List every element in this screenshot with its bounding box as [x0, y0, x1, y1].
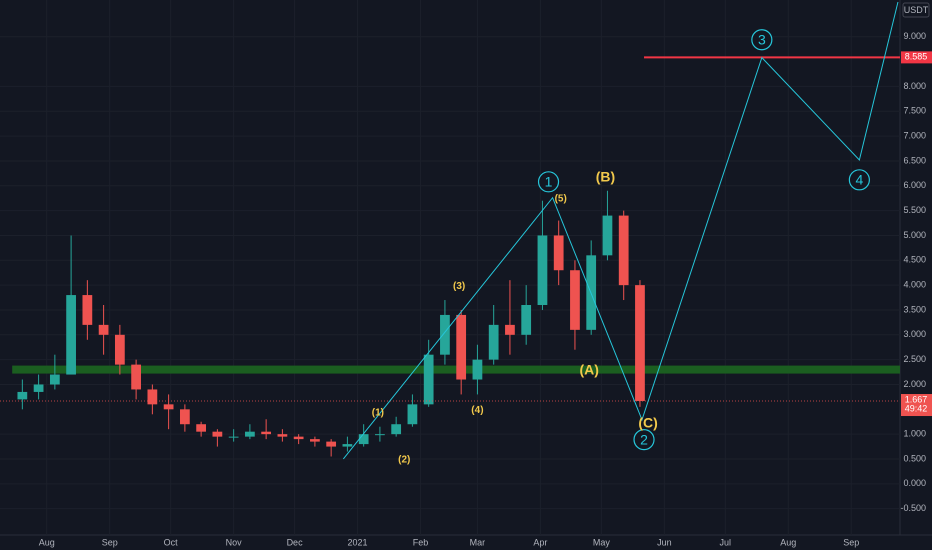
candle-body [114, 334, 125, 365]
candle-body [537, 235, 548, 306]
y-tick-label: 6.500 [903, 155, 926, 165]
candle-body [147, 389, 158, 405]
wave-label: (C) [638, 414, 657, 430]
candle-body [618, 215, 629, 286]
x-tick-label: 2021 [348, 537, 368, 547]
candle-body [342, 444, 353, 447]
wave-label: (B) [596, 169, 615, 185]
y-tick-label: 0.500 [903, 453, 926, 463]
unit: USDT [904, 5, 929, 15]
wave-label: (5) [555, 193, 567, 204]
y-tick-label: 8.000 [903, 81, 926, 91]
wave-label: 2 [640, 431, 648, 447]
candle-body [553, 235, 564, 271]
candle-body [66, 295, 76, 375]
candle-body [180, 409, 190, 425]
candle-body [635, 285, 645, 402]
unit-box [902, 2, 930, 18]
y-tick-label: 6.000 [903, 180, 926, 190]
countdown: 49:42 [905, 403, 928, 413]
y-tick-label: -0.500 [900, 503, 926, 513]
x-tick-label: Sep [843, 537, 859, 547]
x-tick-label: Jun [657, 537, 672, 547]
x-tick-label: Apr [533, 537, 547, 547]
y-tick-label: 3.500 [903, 304, 926, 314]
y-tick-label: 4.000 [903, 280, 926, 290]
last-price-tag [901, 394, 932, 417]
y-tick-label: 7.500 [903, 106, 926, 116]
x-tick-label: Nov [226, 537, 243, 547]
candle-body [49, 374, 60, 385]
resistance-label: 8.585 [905, 52, 928, 62]
wave-circle [537, 171, 560, 193]
candle-body [277, 434, 288, 437]
wave-line [342, 1, 899, 460]
wave-label: (3) [453, 281, 465, 292]
wave-label: 3 [758, 31, 766, 47]
candle-body [375, 434, 385, 436]
candle-body [98, 324, 109, 335]
candle-body [326, 441, 337, 447]
y-tick-label: 2.500 [903, 354, 926, 364]
y-tick-label: 7.000 [903, 130, 926, 140]
y-tick-label: 3.000 [903, 329, 926, 339]
candle-body [358, 434, 369, 445]
support-zone [12, 365, 900, 374]
wave-label: 4 [855, 172, 863, 188]
candle-body [82, 295, 93, 325]
x-tick-label: Aug [780, 537, 796, 547]
y-tick-label: 4.500 [903, 255, 926, 265]
x-tick-label: Feb [413, 537, 429, 547]
x-tick-label: Oct [164, 537, 179, 547]
candle-body [261, 431, 272, 435]
y-tick-label: 9.000 [903, 31, 926, 41]
resistance-tag [901, 51, 932, 64]
last-price-label: 1.667 [905, 394, 928, 404]
candle-body [212, 431, 223, 437]
candle-body [17, 391, 28, 400]
wave-label: 1 [545, 174, 553, 190]
wave-circle [633, 429, 655, 451]
y-tick-label: 2.000 [903, 379, 926, 389]
x-tick-label: Jul [720, 537, 732, 547]
candle-body [570, 270, 580, 330]
wave-circle [751, 29, 773, 51]
candle-body [488, 324, 499, 360]
x-tick-label: Mar [470, 537, 486, 547]
candle-body [245, 431, 255, 437]
candle-body [228, 436, 239, 438]
x-tick-label: Aug [39, 537, 55, 547]
candle-body [196, 424, 207, 432]
x-tick-label: Sep [102, 537, 118, 547]
x-tick-label: Dec [287, 537, 304, 547]
wave-circle [848, 169, 870, 191]
candle-body [163, 404, 174, 410]
y-tick-label: 5.500 [903, 205, 926, 215]
x-tick-label: May [593, 537, 611, 547]
candle-body [472, 359, 483, 380]
candle-body [33, 384, 44, 392]
candle-body [521, 305, 532, 335]
y-tick-label: 5.000 [903, 230, 926, 240]
candle-body [293, 436, 304, 440]
candle-body [310, 439, 320, 442]
wave-label: (A) [579, 361, 598, 377]
candle-body [440, 314, 450, 355]
candle-body [407, 404, 418, 425]
candle-body [131, 364, 141, 390]
candle-body [391, 424, 402, 435]
candle-body [423, 354, 434, 405]
candle-body [456, 314, 467, 380]
wave-label: (2) [398, 455, 410, 466]
wave-label: (4) [471, 405, 483, 416]
candle-body [602, 215, 613, 256]
y-tick-label: 0.000 [903, 478, 926, 488]
wave-label: (1) [372, 407, 384, 418]
candle-body [505, 324, 515, 335]
y-tick-label: 1.000 [903, 429, 926, 439]
